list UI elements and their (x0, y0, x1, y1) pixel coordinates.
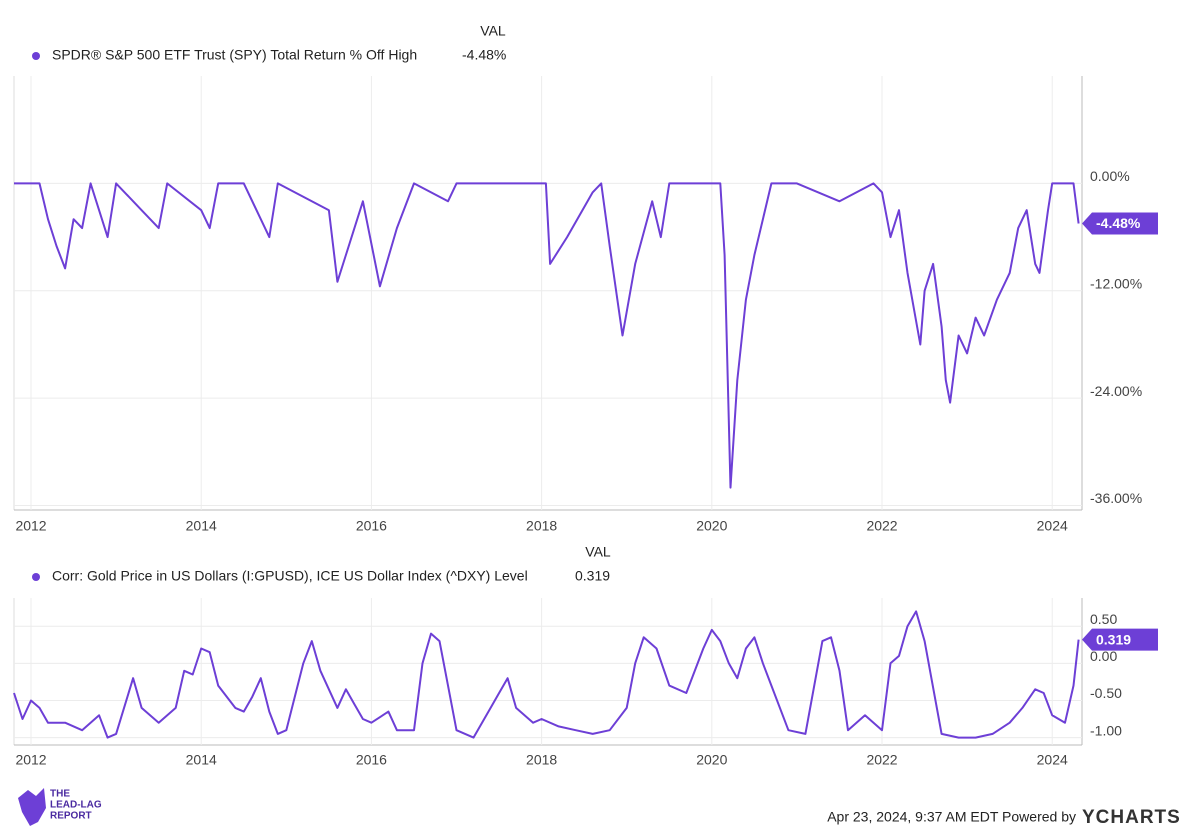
legend-value: -4.48% (462, 47, 506, 63)
x-tick-label: 2018 (526, 752, 557, 768)
timestamp: Apr 23, 2024, 9:37 AM EDT Powered by (827, 809, 1076, 825)
x-tick-label: 2024 (1037, 518, 1068, 534)
y-tick-label: 0.00% (1090, 168, 1130, 184)
x-tick-label: 2018 (526, 518, 557, 534)
data-line (14, 182, 1080, 489)
y-tick-label: -12.00% (1090, 275, 1142, 291)
x-tick-label: 2024 (1037, 752, 1068, 768)
x-tick-label: 2014 (186, 752, 217, 768)
value-flag-label: -4.48% (1096, 215, 1141, 231)
x-tick-label: 2022 (866, 752, 897, 768)
legend-dot (32, 52, 40, 60)
y-tick-label: 0.50 (1090, 611, 1117, 627)
logo-shape (18, 788, 46, 826)
y-tick-label: -36.00% (1090, 490, 1142, 506)
legend-label: Corr: Gold Price in US Dollars (I:GPUSD)… (52, 568, 528, 584)
data-line (13, 610, 1080, 739)
x-tick-label: 2022 (866, 518, 897, 534)
y-tick-label: 0.00 (1090, 648, 1117, 664)
x-tick-label: 2016 (356, 752, 387, 768)
value-flag-label: 0.319 (1096, 631, 1131, 647)
x-tick-label: 2012 (15, 518, 46, 534)
y-tick-label: -1.00 (1090, 722, 1122, 738)
logo-text: THE (50, 789, 70, 800)
header: VAL (480, 23, 506, 39)
logo: THE LEAD-LAG REPORT (18, 788, 102, 826)
x-tick-label: 2020 (696, 752, 727, 768)
value-flag (1082, 628, 1158, 651)
logo-text: LEAD-LAG (50, 800, 102, 811)
brand: YCHARTS (1082, 807, 1181, 828)
logo-text: REPORT (50, 811, 92, 822)
x-tick-label: 2012 (15, 752, 46, 768)
header: VAL (585, 544, 611, 560)
value-flag (1082, 212, 1158, 235)
legend-label: SPDR® S&P 500 ETF Trust (SPY) Total Retu… (52, 47, 417, 63)
x-tick-label: 2020 (696, 518, 727, 534)
legend-value: 0.319 (575, 568, 610, 584)
legend-dot (32, 573, 40, 581)
y-tick-label: -24.00% (1090, 383, 1142, 399)
y-tick-label: -0.50 (1090, 685, 1122, 701)
x-tick-label: 2014 (186, 518, 217, 534)
x-tick-label: 2016 (356, 518, 387, 534)
